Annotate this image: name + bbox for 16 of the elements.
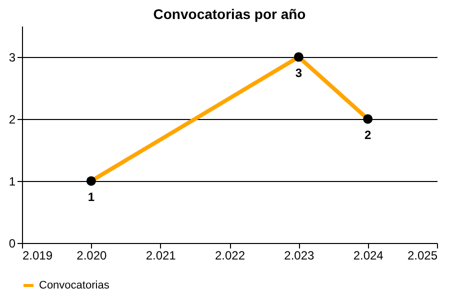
x-tick-label: 2.022: [214, 248, 246, 262]
data-label: 3: [295, 66, 302, 80]
chart-title: Convocatorias por año: [153, 6, 306, 22]
y-tick-label: 1: [8, 174, 16, 188]
y-tick-label: 2: [8, 112, 16, 126]
x-tick-label: 2.021: [146, 248, 176, 262]
legend-label: Convocatorias: [39, 280, 110, 292]
data-label: 2: [364, 128, 372, 142]
x-tick-label: 2.024: [353, 248, 384, 262]
x-tick-label: 2.025: [407, 248, 438, 262]
y-tick-label: 0: [8, 236, 16, 250]
data-label: 1: [88, 190, 95, 204]
x-tick-label: 2.023: [284, 248, 315, 262]
x-tick-label: 2.020: [76, 248, 108, 262]
x-tick-label: 2.019: [22, 248, 53, 262]
y-tick-label: 3: [8, 50, 16, 64]
